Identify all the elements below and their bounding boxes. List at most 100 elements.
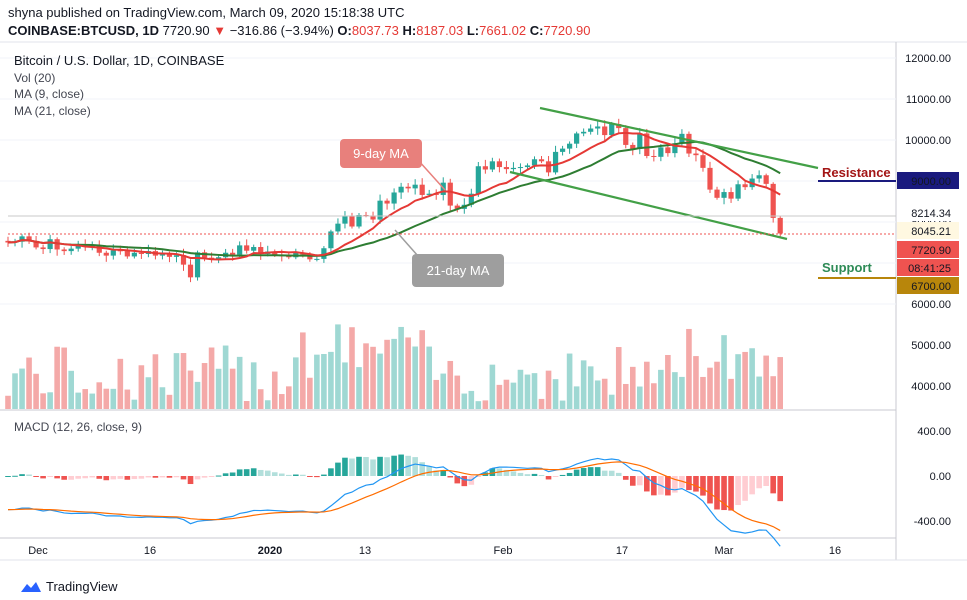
macd-histogram-bar (54, 476, 60, 479)
volume-bar (257, 389, 264, 409)
down-triangle-icon: ▼ (213, 23, 227, 38)
candle-body (349, 216, 355, 227)
footer-brand: TradingView (46, 579, 118, 594)
macd-histogram-bar (342, 457, 348, 476)
candle-body (19, 236, 25, 242)
ma21-callout-box (412, 254, 504, 287)
symbol-label: COINBASE:BTCUSD, 1D (8, 23, 159, 38)
macd-histogram-bar (503, 469, 510, 476)
volume-bar (321, 353, 327, 409)
candle-body (644, 133, 650, 156)
candle-body (194, 252, 201, 278)
macd-histogram-bar (770, 476, 776, 494)
candle-body (75, 245, 81, 249)
time-tick-label: 16 (829, 545, 841, 557)
volume-bar (215, 368, 222, 409)
candle-body (538, 159, 545, 162)
macd-histogram-bar (271, 472, 278, 476)
volume-bar (180, 353, 187, 409)
macd-histogram-bar (82, 476, 89, 479)
macd-histogram-bar (693, 476, 699, 492)
candle-body (328, 231, 334, 249)
macd-histogram-bar (538, 475, 545, 477)
macd-histogram-bar (293, 474, 299, 476)
ma9-callout-box (340, 139, 422, 168)
volume-bar (545, 370, 552, 409)
tradingview-footer[interactable]: TradingView (20, 579, 118, 594)
macd-histogram-bar (777, 476, 783, 502)
legend-macd: MACD (12, 26, close, 9) (14, 420, 143, 434)
candle-body (377, 200, 383, 220)
volume-bar (110, 388, 117, 409)
volume-bar (236, 356, 243, 409)
indicator-lines (7, 106, 896, 279)
low-value: 7661.02 (479, 23, 527, 38)
volume-bar (33, 373, 39, 409)
volume-bar (370, 346, 376, 409)
volume-bar (138, 365, 145, 409)
volume-bar (412, 346, 418, 409)
volume-bar (559, 400, 566, 409)
macd-histogram-bar (19, 474, 25, 476)
macd-histogram-bar (40, 476, 46, 479)
candle-body (110, 250, 116, 256)
volume-bar (700, 376, 706, 409)
volume-bar (693, 356, 699, 409)
time-tick-label: 17 (616, 545, 628, 557)
macd-histogram-bar (412, 457, 418, 476)
volume-bar (131, 399, 138, 409)
candle-body (756, 175, 762, 179)
volume-bar (503, 379, 510, 409)
macd-histogram-bar (89, 476, 96, 478)
candle-body (272, 251, 278, 256)
macd-histogram-bar (622, 476, 629, 480)
macd-histogram-bar (391, 455, 397, 476)
macd-histogram-bar (454, 476, 461, 484)
candle-body (623, 128, 629, 145)
candle-body (468, 193, 474, 205)
macd-histogram-bar (75, 476, 81, 479)
macd-histogram-bar (587, 467, 594, 476)
macd-histogram-bar (12, 475, 18, 477)
volume-bar (714, 361, 720, 409)
candle-body (707, 167, 713, 190)
macd-histogram-bar (510, 471, 517, 476)
signal-line (7, 461, 781, 532)
volume-bar (173, 353, 180, 409)
volume-bar (728, 378, 734, 409)
volume-bar (342, 362, 348, 409)
candle-body (321, 248, 327, 259)
candle-body (630, 144, 636, 150)
candle-body (412, 184, 418, 189)
macd-line (7, 457, 781, 547)
volume-bar (250, 362, 257, 409)
candle-body (61, 249, 67, 252)
volume-bar (152, 354, 159, 409)
volume-bar (187, 370, 194, 409)
volume-bar (300, 332, 306, 409)
macd-histogram-bar (629, 476, 636, 486)
volume-bar (145, 377, 152, 409)
time-tick-label: 13 (359, 545, 371, 557)
close-value: 7720.90 (543, 23, 591, 38)
candle-body (237, 245, 243, 255)
chart-title: Bitcoin / U.S. Dollar, 1D, COINBASE (14, 53, 225, 68)
candle-body (588, 128, 594, 132)
price-change: −316.86 (−3.94%) (229, 23, 334, 38)
volume-bar (770, 376, 776, 409)
macd-histogram-bar (608, 470, 615, 476)
volume-bar (601, 378, 608, 409)
volume-bar (496, 384, 503, 409)
macd-histogram-bar (728, 476, 734, 511)
channel-lower-line (509, 170, 788, 241)
ma21-callout-pointer (394, 229, 419, 257)
macd-histogram-bar (5, 476, 11, 477)
candle-body (475, 166, 481, 194)
candle-body (335, 223, 341, 232)
time-tick-label: 16 (144, 545, 156, 557)
volume-bar (398, 326, 404, 409)
macd-histogram-bar (679, 476, 685, 488)
macd-histogram-bar (763, 476, 769, 487)
volume-bar (5, 395, 11, 409)
